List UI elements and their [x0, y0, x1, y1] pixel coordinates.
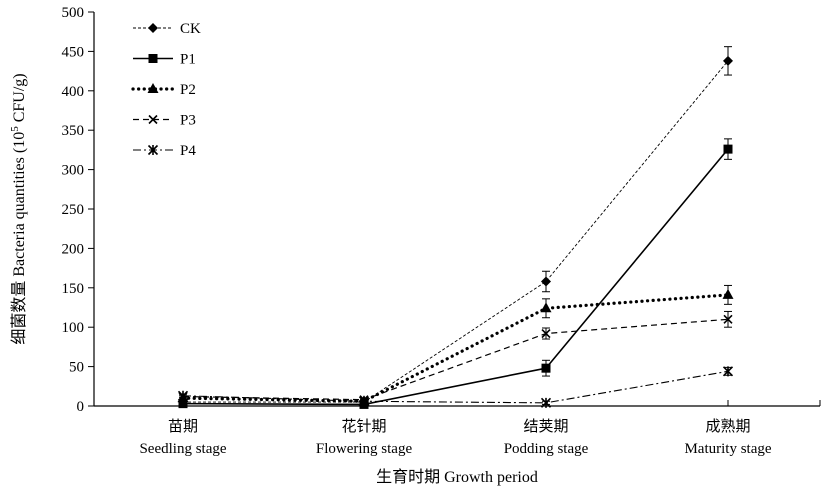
x-marker-shape — [723, 314, 733, 324]
square-marker-shape — [723, 144, 733, 154]
point-p3 — [723, 314, 733, 324]
point-p3 — [541, 328, 551, 339]
series-markers — [177, 55, 734, 409]
diamond-marker-shape — [723, 55, 733, 66]
point-p1 — [178, 399, 188, 409]
y-tick-label: 200 — [62, 241, 85, 257]
legend-marker-p2 — [147, 83, 159, 93]
triangle-marker-shape — [540, 302, 552, 313]
x-tick-label-cn: 结荚期 — [523, 418, 568, 435]
legend-marker-ck — [148, 23, 158, 33]
y-tick-label: 450 — [62, 44, 85, 60]
legend: CK P1 P2 P3 P4 — [131, 21, 201, 159]
y-tick-label: 500 — [62, 5, 85, 21]
legend-marker-p1 — [148, 54, 158, 63]
x-marker-shape — [148, 114, 158, 125]
point-p2 — [540, 302, 552, 313]
y-tick-label: 50 — [69, 360, 84, 376]
y-axis-title-unit: CFU/g) — [11, 73, 28, 126]
legend-marker-p4 — [147, 144, 159, 156]
legend-label-p1: P1 — [180, 52, 196, 68]
x-tick-label-cn: 苗期 — [168, 418, 198, 435]
series-line-ck — [183, 60, 729, 403]
y-tick-label: 0 — [77, 399, 85, 415]
x-tick-label-cn: 花针期 — [341, 418, 386, 435]
y-tick-label: 250 — [62, 202, 85, 218]
x-marker-shape — [541, 328, 551, 339]
y-axis-title-exponent: 5 — [9, 126, 21, 132]
square-marker-shape — [178, 399, 188, 409]
asterisk-marker-shape — [540, 397, 552, 408]
series-line-p4 — [182, 370, 729, 404]
point-p4 — [722, 366, 734, 377]
series-lines — [181, 60, 730, 406]
x-tick-label-en: Maturity stage — [684, 441, 771, 457]
x-ticks: 苗期 Seedling stage 花针期 Flowering stage 结荚期 Pod… — [139, 400, 821, 457]
y-tick-label: 350 — [62, 123, 85, 139]
legend-label-ck: CK — [180, 21, 201, 37]
y-tick-label: 150 — [62, 281, 85, 297]
y-tick-label: 300 — [62, 163, 85, 179]
y-axis-title-main: 细菌数量 Bacteria quantities (10 — [10, 132, 28, 345]
x-tick-label-en: Seedling stage — [139, 441, 226, 457]
point-ck — [723, 55, 733, 66]
y-axis-title: 细菌数量 Bacteria quantities (105 CFU/g) — [9, 73, 28, 344]
point-p4 — [358, 396, 370, 407]
chart-axes — [93, 12, 820, 407]
point-p4 — [540, 397, 552, 408]
asterisk-marker-shape — [177, 390, 189, 401]
diamond-marker-shape — [148, 23, 158, 33]
point-p4 — [177, 390, 189, 401]
x-tick-label-en: Podding stage — [504, 441, 589, 457]
series-line-p2 — [181, 293, 730, 403]
square-marker-shape — [148, 54, 158, 63]
asterisk-marker-shape — [358, 396, 370, 407]
x-tick-label-cn: 成熟期 — [705, 418, 750, 435]
point-p1 — [723, 144, 733, 154]
point-p2 — [722, 288, 734, 299]
point-p1 — [541, 363, 551, 373]
triangle-marker-shape — [722, 288, 734, 299]
x-tick-label-en: Flowering stage — [316, 441, 413, 457]
legend-marker-p3 — [148, 114, 158, 125]
diamond-marker-shape — [541, 276, 551, 287]
square-marker-shape — [541, 363, 551, 373]
y-tick-label: 100 — [62, 320, 85, 336]
series-line-p3 — [182, 318, 729, 401]
asterisk-marker-shape — [722, 366, 734, 377]
error-bars — [179, 46, 732, 407]
y-ticks: 0 50 100 150 200 250 300 350 400 450 500 — [62, 5, 94, 415]
asterisk-marker-shape — [147, 144, 159, 156]
legend-label-p2: P2 — [180, 82, 196, 98]
legend-label-p3: P3 — [180, 113, 196, 129]
x-axis-title: 生育时期 Growth period — [376, 468, 538, 486]
point-ck — [541, 276, 551, 287]
legend-label-p4: P4 — [180, 143, 196, 159]
y-tick-label: 400 — [62, 84, 85, 100]
series-line-p1 — [182, 148, 729, 406]
triangle-marker-shape — [147, 83, 159, 93]
